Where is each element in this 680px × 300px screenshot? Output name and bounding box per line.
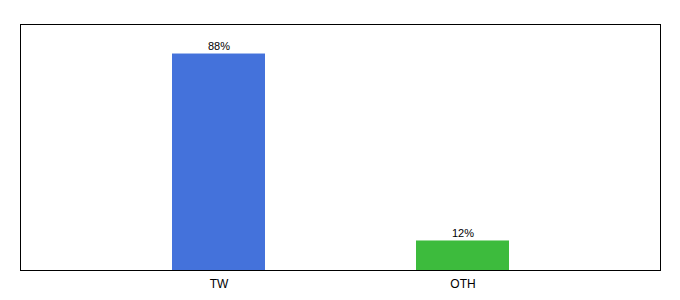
svg-text:OTH: OTH <box>450 277 475 291</box>
svg-text:12%: 12% <box>452 227 474 239</box>
svg-text:TW: TW <box>210 277 229 291</box>
svg-text:88%: 88% <box>208 40 230 52</box>
